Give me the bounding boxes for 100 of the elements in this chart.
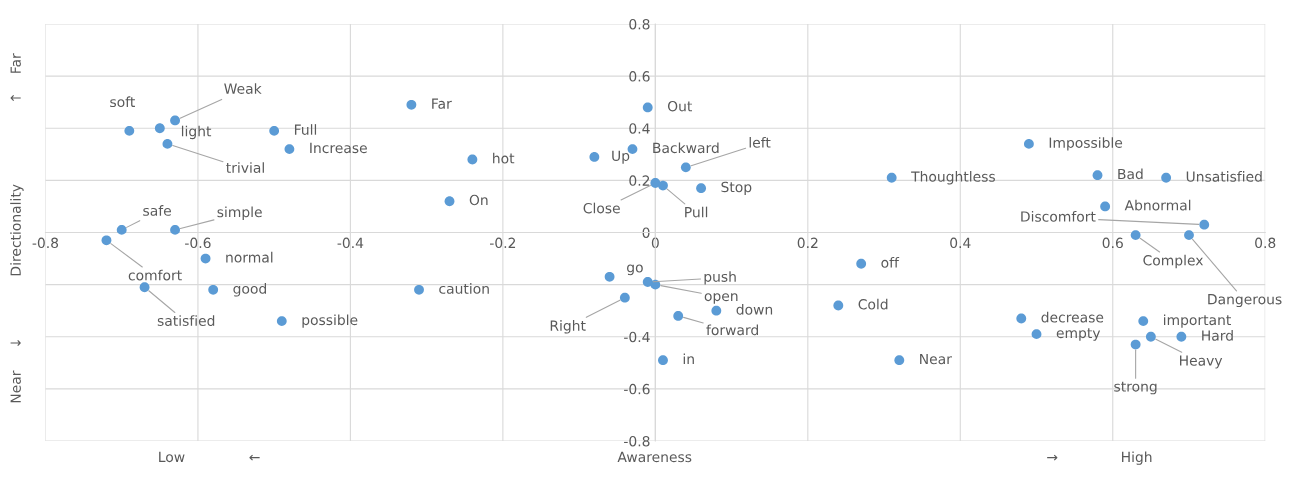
point: [1016, 313, 1027, 324]
annotation: Dangerous: [1208, 294, 1282, 308]
annotation: good: [233, 283, 266, 297]
point: [1176, 331, 1187, 342]
annotation: Full: [294, 124, 317, 135]
point: [886, 172, 897, 183]
annotation: possible: [302, 314, 358, 328]
point: [170, 224, 180, 235]
annotation: in: [683, 353, 694, 365]
point: [696, 183, 706, 194]
annotation: Weak: [224, 83, 262, 94]
point: [604, 271, 615, 282]
annotation: comfort: [128, 269, 182, 281]
point: [1145, 331, 1156, 342]
x-axis-title: Awareness: [617, 451, 692, 463]
point: [101, 235, 112, 246]
annotation: off: [881, 257, 900, 268]
point: [444, 196, 455, 207]
point: [276, 316, 287, 327]
x-tick-label: 0.8: [1255, 237, 1276, 249]
annotation: Bad: [1118, 168, 1143, 180]
annotation: On: [469, 194, 488, 206]
y-tick-label: 0.4: [629, 123, 650, 134]
point: [619, 292, 630, 303]
annotation: Thoughtless: [911, 171, 995, 185]
annotation: Stop: [721, 181, 752, 195]
point: [658, 180, 668, 191]
point: [1138, 316, 1149, 327]
point: [1023, 138, 1034, 149]
point: [467, 154, 478, 165]
annotation: Unsatisfied: [1186, 171, 1262, 182]
point: [711, 305, 722, 316]
x-tick-label: 0.4: [950, 237, 971, 249]
annotation: empty: [1056, 328, 1101, 341]
annotation: satisfied: [157, 315, 215, 326]
point: [680, 162, 691, 173]
point: [269, 125, 280, 136]
point: [1184, 230, 1194, 241]
annotation: Hard: [1202, 330, 1233, 341]
text: Low: [159, 451, 185, 463]
point: [642, 102, 653, 113]
annotation: strong: [1114, 381, 1157, 395]
point: [1031, 329, 1042, 340]
annotation: normal: [226, 251, 273, 263]
annotation: forward: [706, 324, 758, 336]
annotation: Impossible: [1049, 137, 1123, 151]
x-tick-label: 0.2: [797, 237, 818, 249]
text: Far: [10, 53, 21, 73]
annotation: Close: [583, 202, 620, 214]
text: Near: [10, 370, 21, 403]
x-tick-label: -0.2: [490, 237, 516, 249]
point: [170, 115, 180, 126]
x-tick-label: 0.6: [1102, 237, 1123, 249]
point: [1161, 172, 1172, 183]
point: [116, 224, 127, 235]
point: [284, 144, 295, 155]
x-tick-label: -0.6: [185, 237, 211, 249]
point: [1130, 339, 1141, 350]
point: [414, 284, 424, 295]
annotation: down: [736, 303, 773, 315]
point: [833, 300, 844, 311]
text: ←: [249, 454, 260, 461]
x-tick-label: 0: [651, 237, 659, 249]
text: ↓: [10, 340, 21, 346]
y-tick-label: 0.2: [629, 175, 650, 186]
annotation: open: [704, 293, 738, 304]
annotation: Backward: [653, 142, 719, 154]
annotation: decrease: [1041, 311, 1104, 323]
y-tick-label: -0.6: [624, 383, 650, 395]
annotation: caution: [439, 283, 489, 294]
annotation: Far: [432, 98, 452, 109]
y-axis-title: Directionality: [10, 184, 24, 276]
text: High: [1122, 451, 1152, 465]
annotation: Up: [612, 150, 630, 164]
y-tick-label: 0.8: [629, 18, 650, 30]
point: [406, 99, 417, 110]
y-tick-label: 0.6: [629, 71, 650, 82]
annotation: Heavy: [1180, 355, 1223, 369]
point: [856, 258, 867, 269]
annotation: Pull: [685, 206, 708, 218]
x-tick-label: -0.4: [337, 237, 364, 249]
annotation: soft: [110, 96, 135, 108]
point: [200, 253, 211, 264]
annotation: go: [627, 264, 643, 276]
annotation: hot: [493, 152, 515, 164]
annotation: left: [749, 137, 771, 148]
point: [658, 355, 668, 366]
point: [1199, 219, 1210, 230]
y-tick-label: -0.4: [624, 331, 650, 343]
annotation: safe: [143, 205, 171, 216]
point: [139, 282, 150, 293]
point: [124, 125, 135, 136]
annotation: Cold: [858, 298, 888, 310]
annotation: Near: [920, 353, 952, 365]
annotation: trivial: [226, 162, 264, 173]
point: [154, 123, 165, 134]
annotation: push: [704, 271, 736, 285]
point: [673, 310, 684, 321]
point: [1100, 201, 1111, 212]
annotation: important: [1164, 314, 1231, 328]
